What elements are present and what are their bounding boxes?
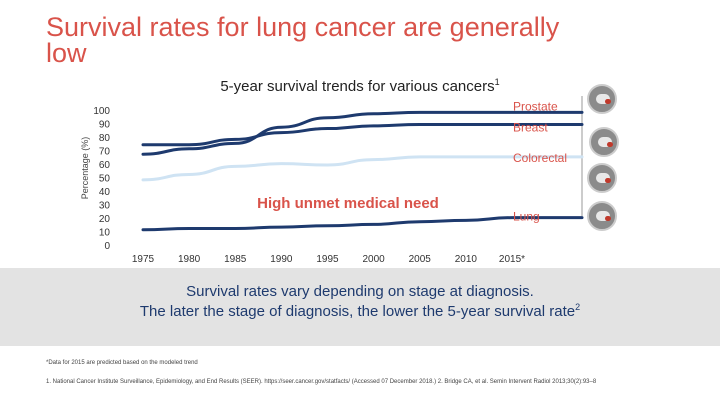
y-tick-label: 50 bbox=[99, 174, 111, 185]
subtitle-reference: 1 bbox=[494, 77, 500, 87]
x-tick-label: 2005 bbox=[409, 254, 432, 265]
chart-subtitle: 5-year survival trends for various cance… bbox=[0, 77, 720, 95]
key-message-band bbox=[0, 268, 720, 346]
x-axis-ticks: 1975 1980 1985 1990 1995 2000 2005 2010 2015* bbox=[132, 254, 525, 265]
key-message-line-1: Survival rates vary depending on stage a… bbox=[186, 283, 534, 300]
prostate-series-line bbox=[141, 110, 584, 156]
unmet-need-annotation: High unmet medical need bbox=[257, 195, 439, 212]
prostate-icon bbox=[587, 84, 617, 114]
y-tick-label: 70 bbox=[99, 147, 111, 158]
lung-series-line bbox=[141, 216, 584, 232]
y-tick-label: 60 bbox=[99, 160, 111, 171]
key-message-reference: 2 bbox=[575, 302, 581, 312]
y-tick-label: 30 bbox=[99, 201, 111, 212]
y-tick-label: 10 bbox=[99, 228, 111, 239]
breast-icon bbox=[589, 127, 619, 157]
x-tick-label: 2000 bbox=[363, 254, 386, 265]
chart-subtitle-text: 5-year survival trends for various cance… bbox=[220, 78, 495, 95]
y-tick-label: 80 bbox=[99, 133, 111, 144]
y-axis-label: Percentage (%) bbox=[80, 137, 90, 200]
x-tick-label: 1980 bbox=[178, 254, 201, 265]
series-lines bbox=[141, 110, 584, 232]
breast-series-label: Breast bbox=[513, 121, 548, 135]
slide-title: Survival rates for lung cancer are gener… bbox=[46, 12, 560, 68]
lung-series-label: Lung bbox=[513, 210, 540, 224]
survival-line-chart: Percentage (%) 0 10 20 30 40 50 60 70 80 90 100 19… bbox=[80, 96, 584, 265]
x-tick-label: 1995 bbox=[316, 254, 339, 265]
breast-series-line bbox=[141, 123, 584, 147]
key-message-line-2: The later the stage of diagnosis, the lo… bbox=[0, 302, 720, 320]
colorectal-icon bbox=[587, 163, 617, 193]
x-tick-label: 2015* bbox=[499, 254, 525, 265]
y-tick-label: 90 bbox=[99, 120, 111, 131]
y-tick-label: 40 bbox=[99, 187, 111, 198]
key-message-line-2-text: The later the stage of diagnosis, the lo… bbox=[139, 303, 576, 320]
x-tick-label: 1990 bbox=[270, 254, 293, 265]
colorectal-series-line bbox=[141, 155, 584, 182]
y-tick-label: 0 bbox=[104, 241, 110, 252]
lung-icon bbox=[587, 201, 617, 231]
y-tick-label: 100 bbox=[93, 106, 110, 117]
y-tick-label: 20 bbox=[99, 214, 111, 225]
footnote-modeled-trend: *Data for 2015 are predicted based on th… bbox=[46, 360, 198, 366]
y-axis-ticks: 0 10 20 30 40 50 60 70 80 90 100 bbox=[93, 106, 110, 252]
footnote-references: 1. National Cancer Institute Surveillanc… bbox=[46, 379, 597, 385]
series-labels: Prostate Breast Colorectal Lung bbox=[513, 99, 567, 223]
prostate-series-label: Prostate bbox=[513, 99, 558, 113]
x-tick-label: 2010 bbox=[455, 254, 478, 265]
x-tick-label: 1985 bbox=[224, 254, 247, 265]
x-tick-label: 1975 bbox=[132, 254, 155, 265]
colorectal-series-label: Colorectal bbox=[513, 151, 567, 165]
